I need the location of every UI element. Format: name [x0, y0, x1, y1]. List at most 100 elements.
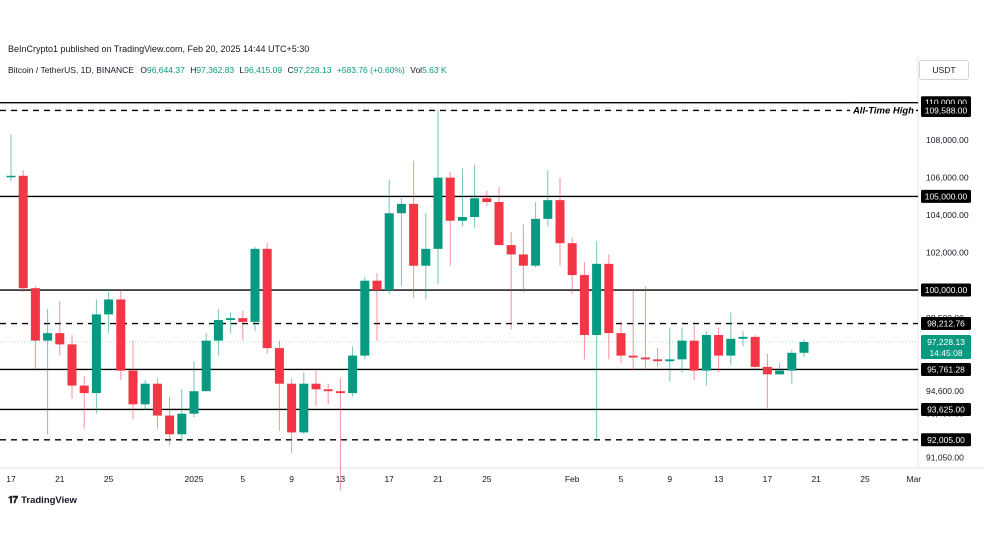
currency-button[interactable]: USDT [919, 60, 969, 80]
change-value: +583.76 (+0.60%) [336, 65, 405, 75]
candle-body [274, 348, 284, 384]
low-label: L [239, 65, 245, 75]
candle-body [18, 175, 28, 289]
candle-body [653, 359, 663, 362]
candle-body [165, 415, 175, 435]
candle-body [701, 335, 711, 371]
candle-body [348, 355, 358, 394]
y-tick-label: 104,000.00 [926, 210, 969, 220]
candle-body [79, 385, 89, 394]
candle-body [762, 366, 772, 375]
candle-body [482, 198, 492, 203]
candle-body [67, 344, 77, 386]
candle-body [226, 318, 236, 321]
candle-body [506, 245, 516, 255]
close-label: C [287, 65, 294, 75]
close-value: 97,228.13 [293, 65, 332, 75]
current-price-tag [921, 334, 971, 359]
countdown-label: 14:45:08 [929, 348, 962, 358]
candle-body [665, 359, 675, 362]
tradingview-logo-icon: 𝟏𝟕 [8, 495, 18, 506]
level-price-tag [921, 402, 971, 416]
candle-body [640, 357, 650, 360]
candle-body [311, 383, 321, 390]
candle-body [604, 263, 614, 334]
symbol-title[interactable]: Bitcoin / TetherUS, 1D, BINANCE [8, 65, 134, 75]
x-tick-label: 13 [714, 474, 724, 484]
candle-body [213, 320, 223, 341]
candle-body [299, 383, 309, 433]
current-price-label: 97,228.13 [927, 337, 965, 347]
candle-body [140, 383, 150, 405]
x-tick-label: 21 [433, 474, 443, 484]
publisher-info: BeInCrypto1 published on TradingView.com… [8, 44, 310, 54]
y-tick-label: 108,000.00 [926, 135, 969, 145]
candle-body [189, 391, 199, 414]
candle-body [335, 391, 345, 394]
x-tick-label: 21 [811, 474, 821, 484]
level-price-tag [921, 433, 971, 447]
x-tick-label: 5 [240, 474, 245, 484]
level-price-label: 105,000.00 [925, 191, 968, 201]
candle-body [677, 340, 687, 360]
x-tick-label: 5 [619, 474, 624, 484]
x-tick-label: 25 [482, 474, 492, 484]
candle-body [531, 218, 541, 266]
open-label: O [140, 65, 147, 75]
candle-body [518, 254, 528, 266]
candle-body [91, 314, 101, 394]
candle-body [457, 216, 467, 221]
level-price-label: 110,000.00 [925, 98, 967, 108]
candle-body [262, 248, 272, 349]
level-price-tag [921, 362, 971, 376]
level-price-tag [921, 189, 971, 203]
candle-body [30, 288, 40, 341]
candle-body [287, 383, 297, 433]
candle-body [384, 213, 394, 291]
x-tick-label: 17 [384, 474, 394, 484]
candle-body [55, 333, 65, 345]
candle-body [543, 200, 553, 219]
x-tick-label: 9 [667, 474, 672, 484]
candle-body [238, 318, 248, 322]
candle-body [775, 370, 785, 375]
candle-body [738, 336, 748, 339]
open-value: 96,644.37 [146, 65, 185, 75]
candle-body [250, 248, 260, 322]
candle-body [372, 280, 382, 291]
x-tick-label: 17 [6, 474, 16, 484]
candle-body [799, 341, 809, 353]
candle-body [421, 248, 431, 266]
level-price-tag [921, 283, 971, 297]
candle-body [445, 177, 455, 221]
x-tick-label: 25 [104, 474, 114, 484]
high-value: 97,362.83 [196, 65, 235, 75]
candle-body [128, 370, 138, 405]
candle-body [494, 202, 504, 246]
tradingview-brand: TradingView [21, 495, 77, 506]
candle-body [396, 203, 406, 214]
level-price-label: 100,000.00 [925, 285, 968, 295]
candle-body [470, 198, 480, 217]
x-tick-label: Mar [906, 474, 921, 484]
level-price-label: 98,212.76 [927, 319, 965, 329]
candle-body [116, 299, 126, 371]
level-price-tag [921, 103, 971, 117]
x-tick-label: 2025 [185, 474, 204, 484]
candle-body [579, 275, 589, 336]
candle-body [750, 336, 760, 367]
level-price-label: 109,588.00 [925, 105, 968, 115]
candle-body [409, 203, 419, 266]
level-price-label: 92,005.00 [927, 435, 965, 445]
level-price-label: 93,625.00 [927, 404, 965, 414]
candle-body [628, 355, 638, 358]
annotation-bg [850, 103, 916, 117]
high-label: H [190, 65, 197, 75]
ohlc-legend: Bitcoin / TetherUS, 1D, BINANCE O96,644.… [8, 65, 450, 75]
y-tick-label: 94,600.00 [926, 386, 964, 396]
tradingview-logo[interactable]: 𝟏𝟕 TradingView [8, 495, 77, 506]
candle-body [201, 340, 211, 392]
level-price-tag [921, 317, 971, 331]
x-tick-label: 21 [55, 474, 65, 484]
